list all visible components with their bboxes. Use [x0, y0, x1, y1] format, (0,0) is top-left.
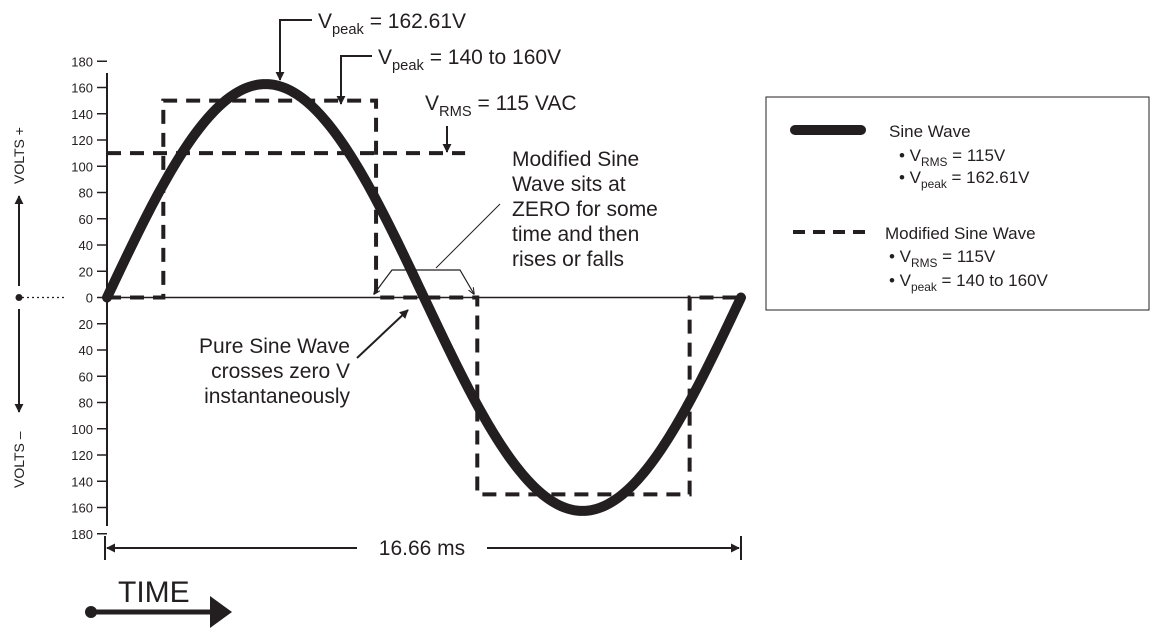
zero-origin-dot	[15, 294, 23, 301]
pure-note-arrow	[356, 309, 409, 359]
y-tick-label: 120	[71, 133, 93, 148]
y-tick-label: 120	[71, 448, 93, 463]
vpeak-mod-label: Vpeak = 140 to 160V	[378, 46, 561, 74]
y-tick-label: 60	[79, 212, 93, 227]
volts-axis-indicator: VOLTS + VOLTS –	[11, 127, 27, 488]
modified-note-text: Modified Sine Wave sits at ZERO for some ti…	[512, 148, 658, 271]
y-tick-label: 40	[79, 238, 93, 253]
y-tick-label: 140	[71, 474, 93, 489]
y-tick-label: 140	[71, 107, 93, 122]
vpeak-sine-label: Vpeak = 162.61V	[318, 10, 466, 38]
y-tick-label: 80	[79, 396, 93, 411]
y-tick-label: 20	[79, 317, 93, 332]
y-tick-label: 80	[79, 186, 93, 201]
vrms-annotation: VRMS = 115 VAC	[425, 92, 577, 153]
modified-note-line: Wave sits at	[512, 173, 626, 196]
modified-note-line: rises or falls	[512, 248, 624, 271]
time-span-label: 16.66 ms	[379, 537, 465, 560]
pure-note-line: instantaneously	[204, 385, 350, 408]
y-ticks: 180 160 140 120 100 80 60 40 20 0 20 40 60 80 100 120 14…	[71, 54, 107, 542]
y-tick-label: 0	[86, 291, 93, 306]
legend-modified-line-2: • Vpeak = 140 to 160V	[889, 271, 1049, 294]
time-indicator: TIME	[85, 576, 232, 628]
volts-plus-label: VOLTS +	[11, 127, 27, 184]
vpeak-sine-arrow	[275, 19, 312, 81]
time-arrow-head	[210, 596, 232, 628]
legend-modified-line-1: • VRMS = 115V	[889, 247, 996, 270]
y-tick-label: 180	[71, 527, 93, 542]
y-tick-label: 160	[71, 501, 93, 516]
sine-wave-line	[102, 79, 746, 516]
vpeak-sine-annotation: Vpeak = 162.61V	[275, 10, 466, 81]
legend-modified-name: Modified Sine Wave	[885, 224, 1036, 243]
vrms-label: VRMS = 115 VAC	[425, 92, 577, 120]
pure-note-line: crosses zero V	[211, 360, 350, 383]
modified-note-line: time and then	[512, 223, 639, 246]
y-tick-label: 100	[71, 422, 93, 437]
y-tick-label: 180	[71, 54, 93, 69]
modified-note-annotation: Modified Sine Wave sits at ZERO for some ti…	[374, 148, 658, 294]
y-tick-label: 160	[71, 81, 93, 96]
modified-note-line: ZERO for some	[512, 198, 658, 221]
volts-minus-label: VOLTS –	[11, 431, 27, 488]
modified-note-bracket	[374, 269, 474, 294]
legend: Sine Wave • VRMS = 115V • Vpeak = 162.61…	[765, 96, 1150, 311]
time-span: 16.66 ms	[104, 536, 742, 560]
legend-sine-name: Sine Wave	[889, 122, 971, 141]
modified-note-line: Modified Sine	[512, 148, 639, 171]
y-tick-label: 20	[79, 264, 93, 279]
y-tick-label: 100	[71, 159, 93, 174]
time-label: TIME	[118, 576, 190, 609]
vpeak-mod-annotation: Vpeak = 140 to 160V	[336, 46, 561, 105]
legend-sine-line-1: • VRMS = 115V	[899, 146, 1006, 169]
legend-sine-line-2: • Vpeak = 162.61V	[899, 168, 1030, 191]
vpeak-mod-arrow	[336, 55, 372, 105]
pure-note-line: Pure Sine Wave	[199, 335, 350, 358]
y-tick-label: 40	[79, 343, 93, 358]
y-tick-label: 60	[79, 369, 93, 384]
modified-note-leader	[435, 203, 501, 269]
